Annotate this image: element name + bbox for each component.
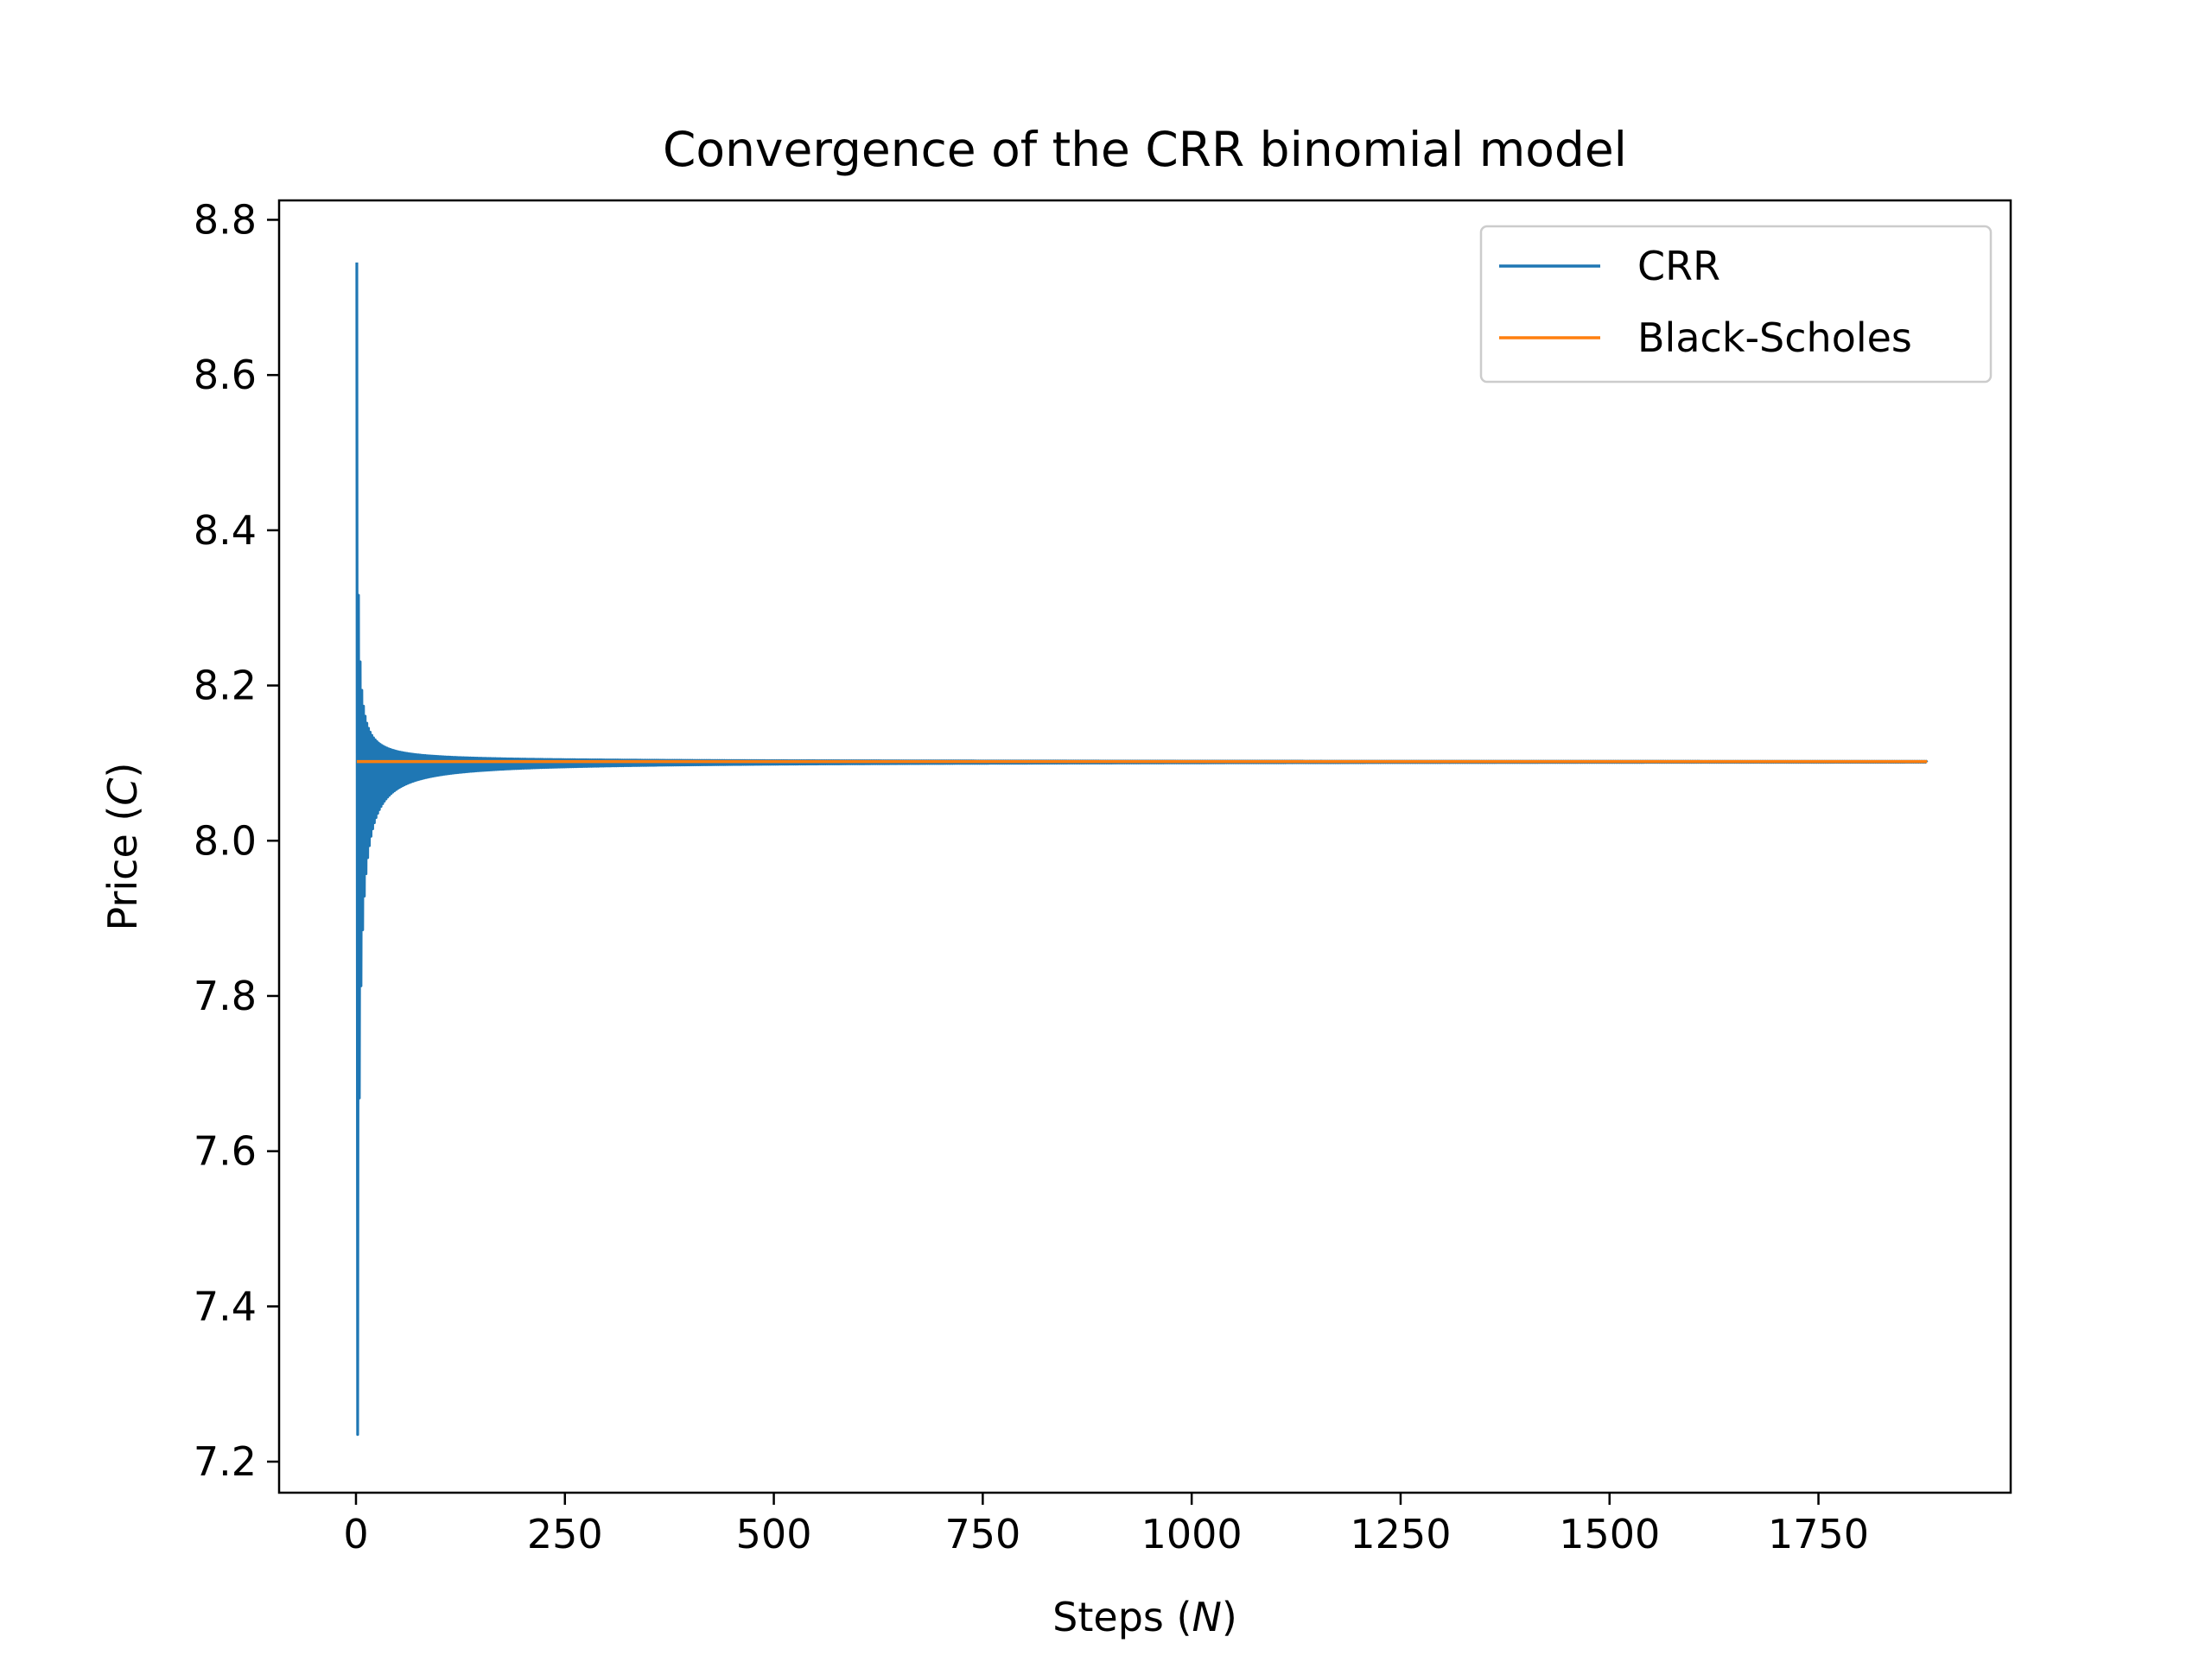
y-tick-label: 8.2: [194, 663, 257, 709]
chart-title: Convergence of the CRR binomial model: [663, 122, 1627, 177]
x-axis-label-suffix: ): [1222, 1594, 1237, 1640]
y-tick-label: 7.2: [194, 1438, 257, 1485]
y-tick-label: 8.4: [194, 507, 257, 554]
x-tick-label: 750: [944, 1511, 1020, 1557]
x-axis-label: Steps (N): [1052, 1594, 1237, 1640]
x-tick-label: 250: [527, 1511, 603, 1557]
y-tick-label: 8.6: [194, 352, 257, 398]
x-tick-label: 1000: [1141, 1511, 1243, 1557]
plot-frame: [277, 199, 2012, 1494]
legend-label: CRR: [1637, 243, 1720, 289]
y-tick-label: 7.4: [194, 1283, 257, 1329]
x-tick-label: 500: [736, 1511, 812, 1557]
legend-box: [1479, 225, 1993, 384]
x-axis-label-prefix: Steps (: [1052, 1594, 1192, 1640]
y-axis: 7.2 7.4 7.6 7.8 8.0 8.2 8.4 8.6 8.8: [194, 196, 279, 1485]
y-tick-label: 8.0: [194, 817, 257, 864]
x-tick-label: 0: [343, 1511, 368, 1557]
x-tick-label: 1500: [1559, 1511, 1660, 1557]
y-axis-label-suffix: ): [99, 763, 146, 778]
x-tick-label: 1750: [1768, 1511, 1869, 1557]
y-axis-label-variable: C: [99, 778, 146, 806]
legend-label: Black-Scholes: [1637, 314, 1912, 361]
y-axis-label: Price (C): [99, 763, 146, 931]
legend: CRR Black-Scholes: [1479, 225, 1993, 384]
x-axis: 0 250 500 750 1000 1250 1500 1750: [343, 1493, 1869, 1557]
y-tick-label: 7.8: [194, 973, 257, 1019]
y-tick-label: 7.6: [194, 1128, 257, 1175]
y-axis-label-prefix: Price (: [99, 806, 146, 931]
y-tick-label: 8.8: [194, 196, 257, 243]
x-axis-label-variable: N: [1192, 1594, 1221, 1640]
series-layer: [355, 262, 1929, 1437]
x-tick-label: 1250: [1350, 1511, 1451, 1557]
